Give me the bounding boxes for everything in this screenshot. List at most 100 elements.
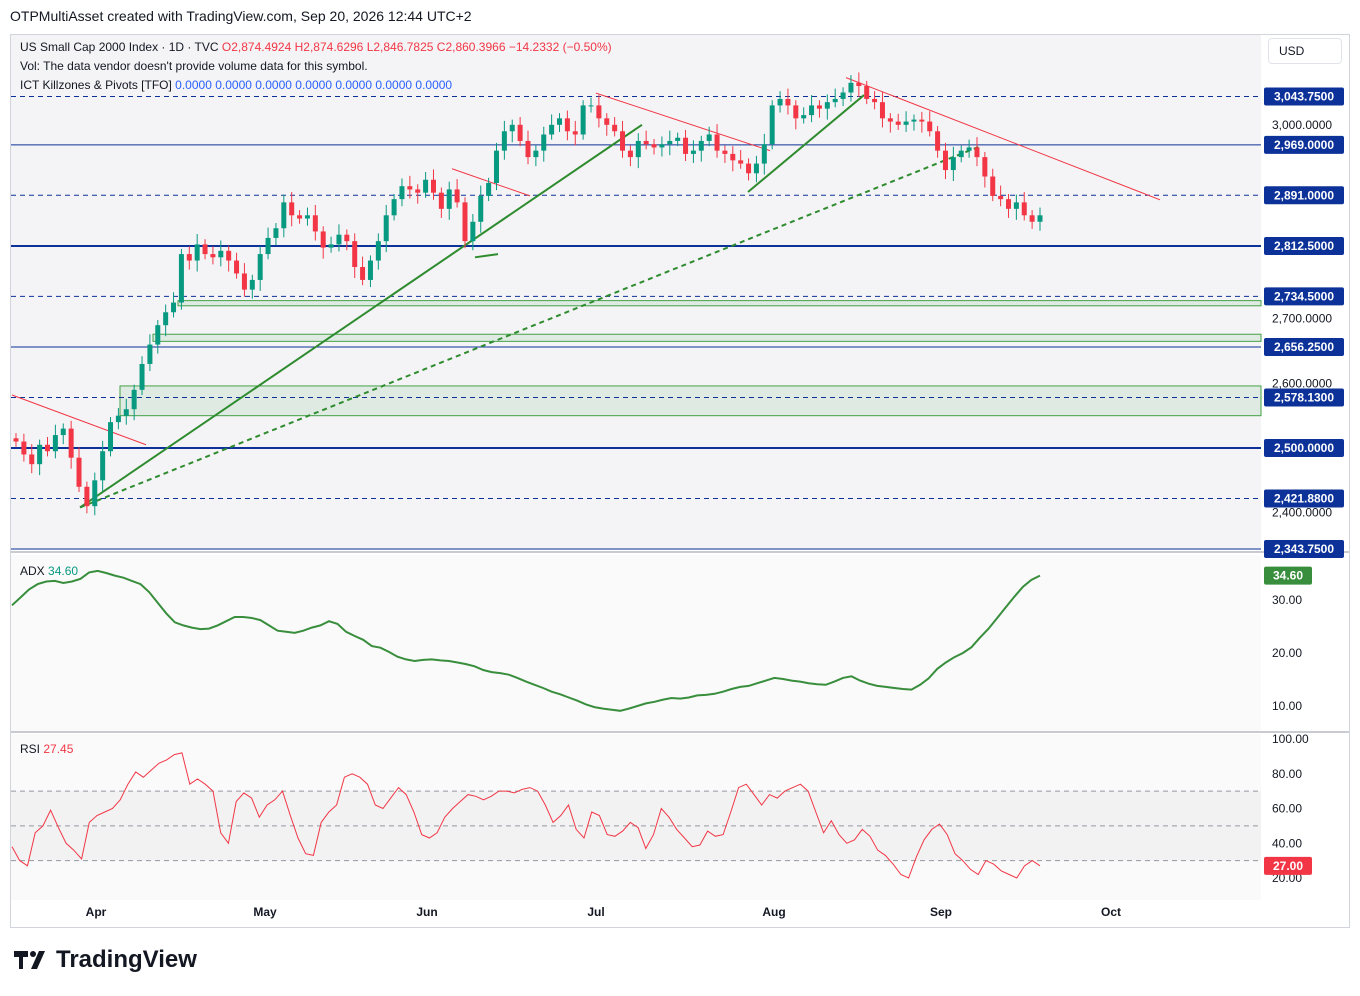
price-level-badge[interactable] bbox=[1264, 540, 1344, 558]
candle[interactable] bbox=[998, 185, 1004, 207]
candle[interactable] bbox=[131, 384, 137, 421]
candle[interactable] bbox=[509, 119, 515, 143]
candle[interactable] bbox=[249, 274, 255, 299]
candle[interactable] bbox=[982, 151, 988, 188]
candle[interactable] bbox=[722, 145, 728, 163]
candle[interactable] bbox=[454, 179, 460, 208]
candle[interactable] bbox=[730, 146, 736, 172]
candle[interactable] bbox=[415, 184, 421, 204]
candle[interactable] bbox=[872, 91, 878, 110]
candle[interactable] bbox=[919, 111, 925, 133]
candle[interactable] bbox=[383, 204, 389, 253]
candle[interactable] bbox=[974, 137, 980, 167]
candle[interactable] bbox=[60, 423, 66, 445]
candle[interactable] bbox=[533, 145, 539, 167]
candle[interactable] bbox=[612, 117, 618, 137]
candle[interactable] bbox=[950, 146, 956, 182]
price-level-badge[interactable] bbox=[1264, 388, 1344, 407]
candle[interactable] bbox=[186, 246, 192, 270]
price-level-badge[interactable] bbox=[1264, 87, 1344, 106]
candle[interactable] bbox=[706, 126, 712, 147]
candle[interactable] bbox=[580, 100, 586, 140]
candle[interactable] bbox=[651, 139, 657, 155]
candle[interactable] bbox=[746, 158, 752, 181]
candle[interactable] bbox=[793, 100, 799, 130]
uptrend-line[interactable] bbox=[79, 123, 643, 509]
candle[interactable] bbox=[139, 356, 145, 395]
candle[interactable] bbox=[627, 145, 633, 167]
candle[interactable] bbox=[320, 226, 326, 259]
candle[interactable] bbox=[210, 246, 216, 265]
candle[interactable] bbox=[304, 207, 310, 226]
candle[interactable] bbox=[549, 114, 555, 140]
candle[interactable] bbox=[171, 292, 177, 318]
candle[interactable] bbox=[21, 433, 27, 462]
candle[interactable] bbox=[1005, 193, 1011, 218]
candle[interactable] bbox=[234, 252, 240, 279]
rsi-line[interactable] bbox=[11, 752, 1041, 879]
candle[interactable] bbox=[123, 398, 129, 425]
candle[interactable] bbox=[911, 114, 917, 131]
candle[interactable] bbox=[643, 130, 649, 150]
candle[interactable] bbox=[344, 229, 350, 251]
candle[interactable] bbox=[667, 130, 673, 156]
candle[interactable] bbox=[375, 233, 381, 270]
candle[interactable] bbox=[265, 227, 271, 260]
candle[interactable] bbox=[37, 439, 43, 476]
candle[interactable] bbox=[990, 168, 996, 202]
candle[interactable] bbox=[399, 178, 405, 207]
symbol-legend[interactable]: US Small Cap 2000 Index · 1D · TVC O2,87… bbox=[20, 40, 612, 54]
candle[interactable] bbox=[753, 155, 759, 183]
candle[interactable] bbox=[517, 117, 523, 147]
candle[interactable] bbox=[218, 240, 224, 267]
candle[interactable] bbox=[698, 135, 704, 162]
rsi-legend[interactable]: RSI 27.45 bbox=[20, 742, 73, 756]
price-level-badge[interactable] bbox=[1264, 338, 1344, 356]
candle[interactable] bbox=[1037, 207, 1043, 231]
candle[interactable] bbox=[675, 132, 681, 147]
candle[interactable] bbox=[407, 175, 413, 199]
candle[interactable] bbox=[777, 91, 783, 113]
candle[interactable] bbox=[966, 139, 972, 158]
candle[interactable] bbox=[68, 420, 74, 469]
candle[interactable] bbox=[1021, 192, 1027, 221]
price-level-badge[interactable] bbox=[1264, 287, 1344, 306]
indicator-legend[interactable]: ICT Killzones & Pivots [TFO] 0.0000 0.00… bbox=[20, 78, 452, 92]
candle[interactable] bbox=[801, 107, 807, 124]
candle[interactable] bbox=[446, 181, 452, 220]
candle[interactable] bbox=[501, 120, 507, 160]
downtrend-line-jul[interactable] bbox=[595, 92, 771, 152]
candle[interactable] bbox=[525, 130, 531, 165]
candle[interactable] bbox=[462, 197, 468, 249]
candle[interactable] bbox=[541, 126, 547, 162]
candle[interactable] bbox=[202, 239, 208, 260]
candle[interactable] bbox=[328, 236, 334, 253]
candle[interactable] bbox=[903, 111, 909, 132]
candle[interactable] bbox=[895, 113, 901, 130]
candle[interactable] bbox=[816, 100, 822, 118]
tradingview-logo[interactable]: TradingView bbox=[12, 946, 197, 974]
candle[interactable] bbox=[493, 142, 499, 191]
candle[interactable] bbox=[604, 113, 610, 136]
candle[interactable] bbox=[194, 234, 200, 272]
short-trend-line[interactable] bbox=[474, 253, 499, 259]
uptrend-line-aug[interactable] bbox=[747, 94, 865, 193]
candle[interactable] bbox=[115, 407, 121, 430]
candle[interactable] bbox=[478, 185, 484, 233]
candle[interactable] bbox=[1013, 194, 1019, 220]
candle[interactable] bbox=[761, 133, 767, 175]
candle[interactable] bbox=[683, 129, 689, 161]
candle[interactable] bbox=[178, 248, 184, 310]
candle[interactable] bbox=[927, 111, 933, 137]
time-axis[interactable]: Apr May Jun Jul Aug Sep Oct bbox=[86, 905, 1121, 919]
rsi-value-badge[interactable] bbox=[1264, 856, 1312, 875]
downtrend-line-jun[interactable] bbox=[451, 168, 531, 197]
candle[interactable] bbox=[769, 100, 775, 150]
candle[interactable] bbox=[367, 255, 373, 288]
downtrend-line-sep[interactable] bbox=[845, 77, 1161, 201]
candle[interactable] bbox=[588, 97, 594, 113]
candle[interactable] bbox=[809, 95, 815, 123]
candle[interactable] bbox=[564, 110, 570, 141]
candle[interactable] bbox=[635, 133, 641, 169]
candle[interactable] bbox=[312, 204, 318, 241]
